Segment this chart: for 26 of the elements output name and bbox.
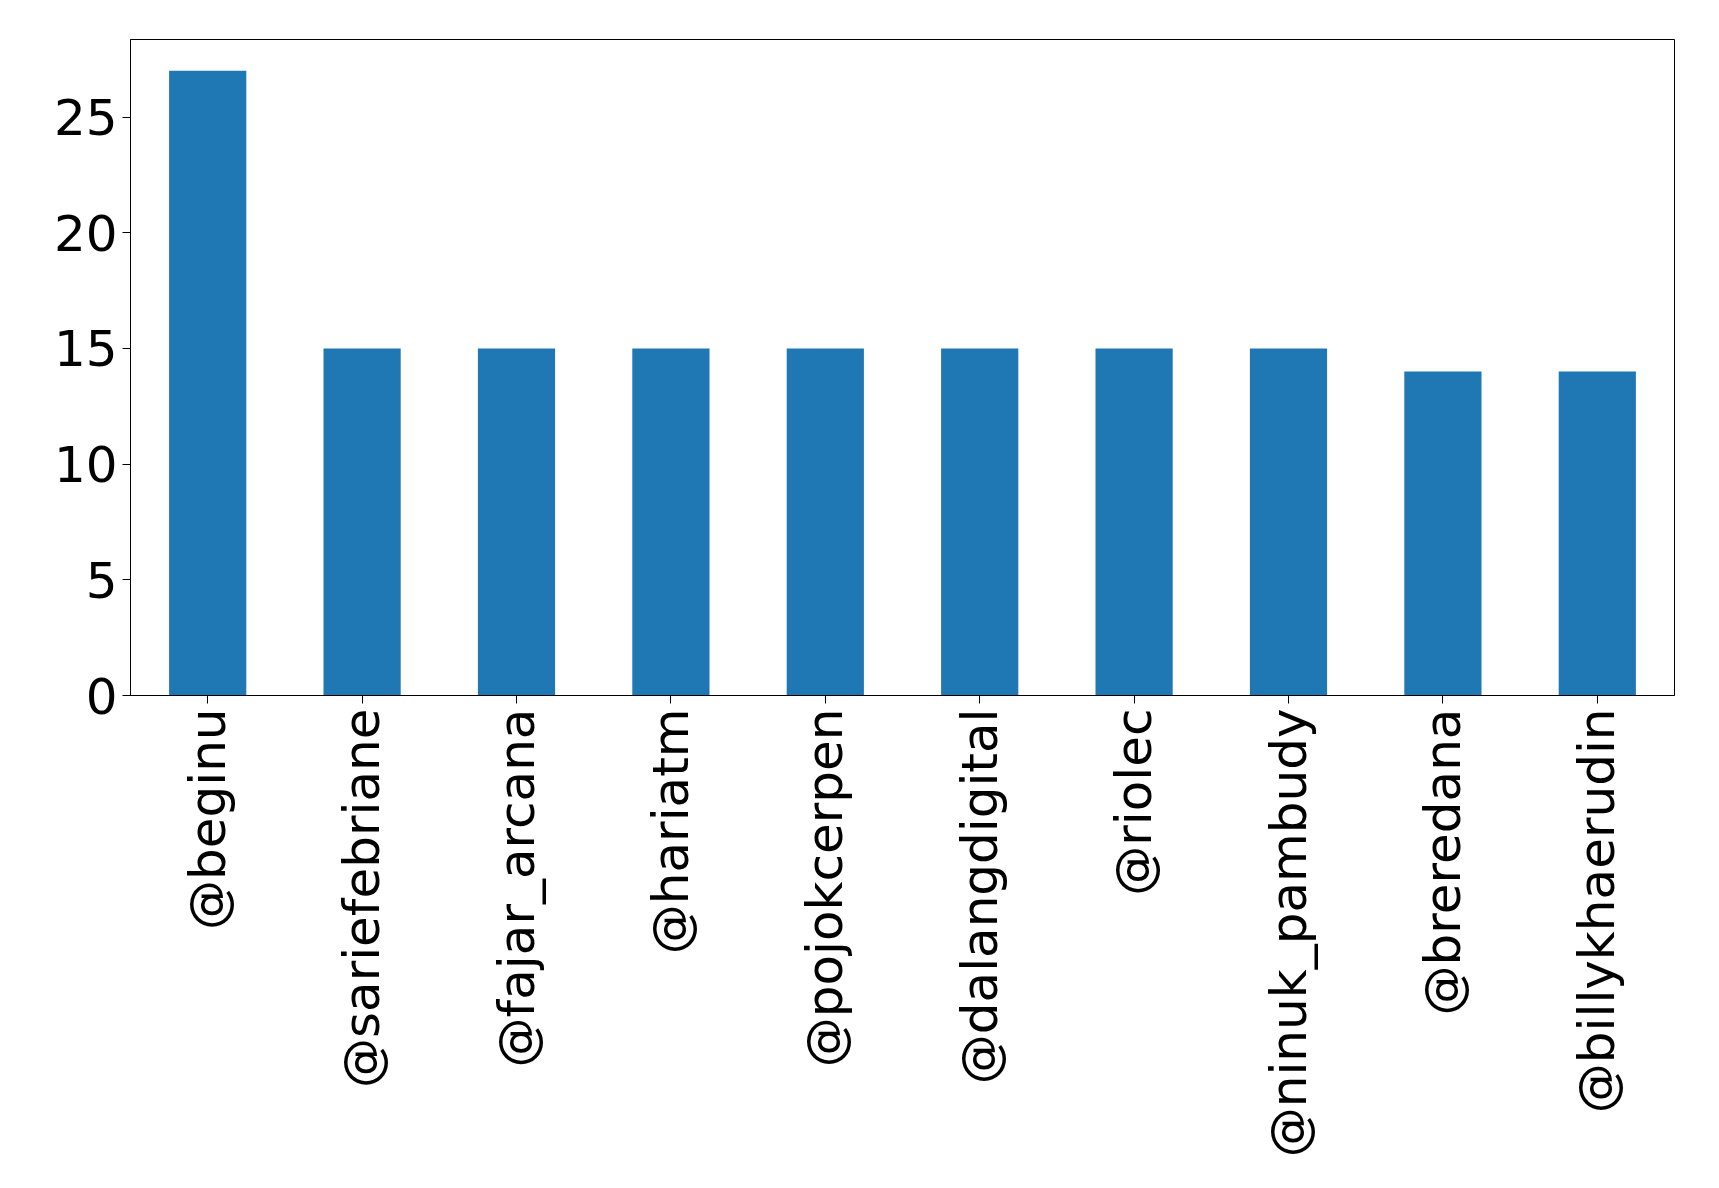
x-tick-label: @ninuk_pambudy — [1259, 708, 1318, 1158]
x-tick-label: @riolec — [1105, 708, 1164, 896]
bar — [169, 70, 247, 696]
y-tick-label: 20 — [53, 204, 118, 263]
x-tick-label: @breredana — [1413, 708, 1472, 1016]
bar — [1558, 371, 1636, 696]
bar — [1404, 371, 1482, 696]
bar — [1095, 348, 1173, 696]
y-tick-label: 25 — [53, 89, 118, 148]
bar — [632, 348, 710, 696]
bar — [323, 348, 401, 696]
y-tick-label: 0 — [85, 667, 118, 726]
x-tick-label: @dalangdigital — [950, 708, 1009, 1085]
y-tick-label: 10 — [53, 436, 118, 495]
bar — [477, 348, 556, 696]
y-tick-label: 5 — [85, 551, 118, 610]
bar — [1249, 348, 1328, 696]
x-tick-label: @hariatm — [641, 708, 700, 955]
bar — [941, 348, 1019, 696]
x-tick-label: @fajar_arcana — [487, 708, 546, 1068]
x-tick-label: @pojokcerpen — [796, 708, 855, 1068]
bar — [786, 348, 864, 696]
x-tick-label: @billykhaerudin — [1568, 708, 1627, 1114]
x-tick-label: @sariefebriane — [333, 708, 392, 1089]
x-tick-label: @beginu — [178, 708, 237, 931]
y-tick-label: 15 — [53, 320, 118, 379]
